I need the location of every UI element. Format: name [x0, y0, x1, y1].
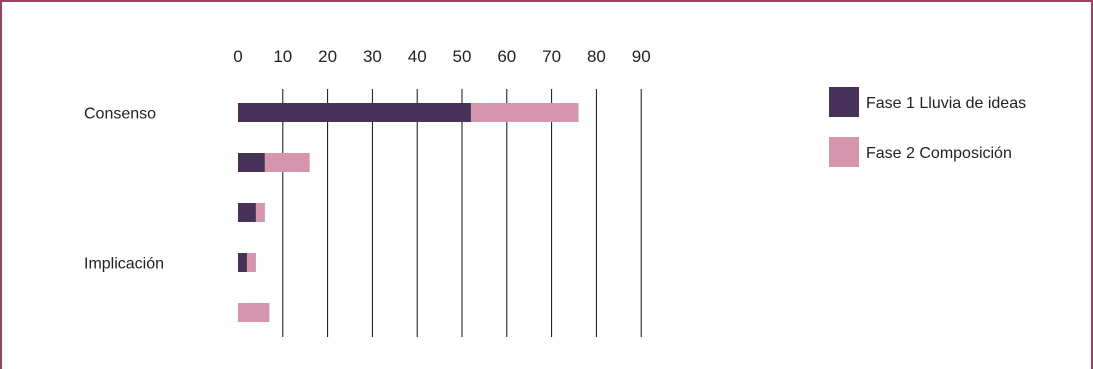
x-tick-label-20: 20 [318, 47, 337, 66]
bar-series-2-row-3 [255, 203, 265, 222]
chart-frame-right-edge [1091, 0, 1093, 369]
x-tick-label-10: 10 [273, 47, 292, 66]
bar-series-1-row-3 [238, 203, 256, 222]
legend: Fase 1 Lluvia de ideas Fase 2 Composición [829, 87, 1026, 167]
bar-series-1-row-2 [238, 153, 265, 172]
grid-lines [282, 89, 642, 337]
x-tick-label-80: 80 [587, 47, 606, 66]
legend-label-2: Fase 2 Composición [866, 145, 1012, 162]
bar-series-1-row-1 [238, 103, 471, 122]
x-tick-label-0: 0 [233, 47, 242, 66]
category-labels: Consenso Implicación [84, 106, 164, 273]
x-tick-label-40: 40 [408, 47, 427, 66]
x-tick-label-50: 50 [453, 47, 472, 66]
x-tick-label-30: 30 [363, 47, 382, 66]
bar-series-2-row-1 [470, 103, 579, 122]
x-tick-label-70: 70 [542, 47, 561, 66]
bar-series-2-row-4 [246, 253, 256, 272]
category-label-1: Consenso [84, 106, 156, 123]
x-tick-label-90: 90 [632, 47, 651, 66]
x-tick-label-60: 60 [497, 47, 516, 66]
bar-series-1-row-4 [238, 253, 247, 272]
bar-series-2-row-2 [264, 153, 310, 172]
category-label-4: Implicación [84, 256, 164, 273]
x-tick-labels: 0 10 20 30 40 50 60 70 80 90 [233, 47, 650, 66]
legend-swatch-1 [829, 87, 859, 117]
legend-swatch-2 [829, 137, 859, 167]
bars [238, 103, 579, 322]
legend-label-1: Fase 1 Lluvia de ideas [866, 95, 1026, 112]
bar-series-2-row-5 [238, 303, 270, 322]
